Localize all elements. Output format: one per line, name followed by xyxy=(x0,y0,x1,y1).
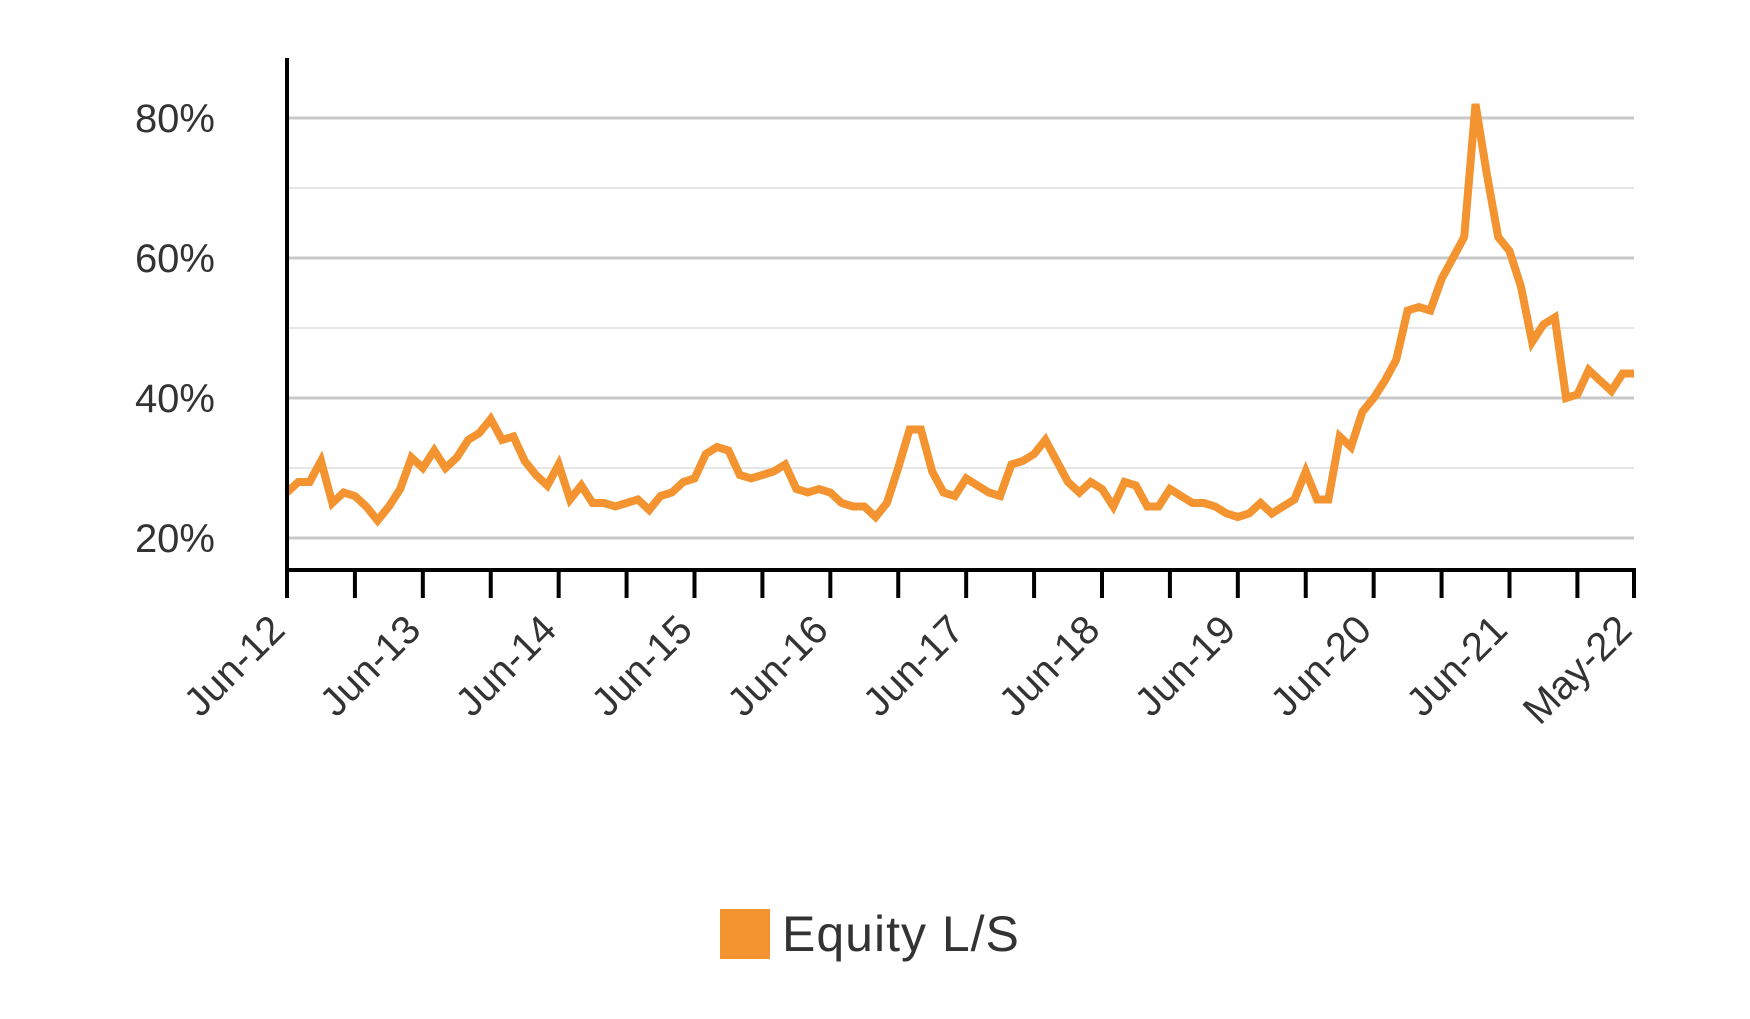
x-tick-label: Jun-21 xyxy=(1398,607,1516,725)
x-tick-label: Jun-18 xyxy=(991,607,1109,725)
y-tick-label: 40% xyxy=(135,377,215,421)
y-tick-label: 20% xyxy=(135,517,215,561)
x-tick-label: Jun-16 xyxy=(719,607,837,725)
series-layer xyxy=(284,103,1634,527)
legend: Equity L/S xyxy=(720,905,1020,963)
legend-swatch xyxy=(720,909,770,959)
y-tick-label: 60% xyxy=(135,237,215,281)
x-tick-label: Jun-20 xyxy=(1262,607,1380,725)
minor-gridlines xyxy=(287,187,1634,469)
axes xyxy=(285,58,1636,598)
x-tick-label: Jun-15 xyxy=(583,607,701,725)
series-line-equity-ls xyxy=(284,103,1634,527)
y-axis-tick-labels: 20% 40% 60% 80% xyxy=(135,97,215,561)
x-tick-label: May-22 xyxy=(1515,607,1640,732)
x-tick-label: Jun-14 xyxy=(447,607,565,725)
x-tick-label: Jun-19 xyxy=(1127,607,1245,725)
major-gridlines xyxy=(287,116,1634,540)
x-axis-tick-labels: Jun-12 Jun-13 Jun-14 Jun-15 Jun-16 Jun-17 Jun-… xyxy=(176,607,1641,732)
y-tick-label: 80% xyxy=(135,97,215,141)
x-tick-label: Jun-13 xyxy=(312,607,430,725)
x-tick-label: Jun-12 xyxy=(176,607,294,725)
x-tick-label: Jun-17 xyxy=(855,607,973,725)
legend-label: Equity L/S xyxy=(782,906,1020,962)
